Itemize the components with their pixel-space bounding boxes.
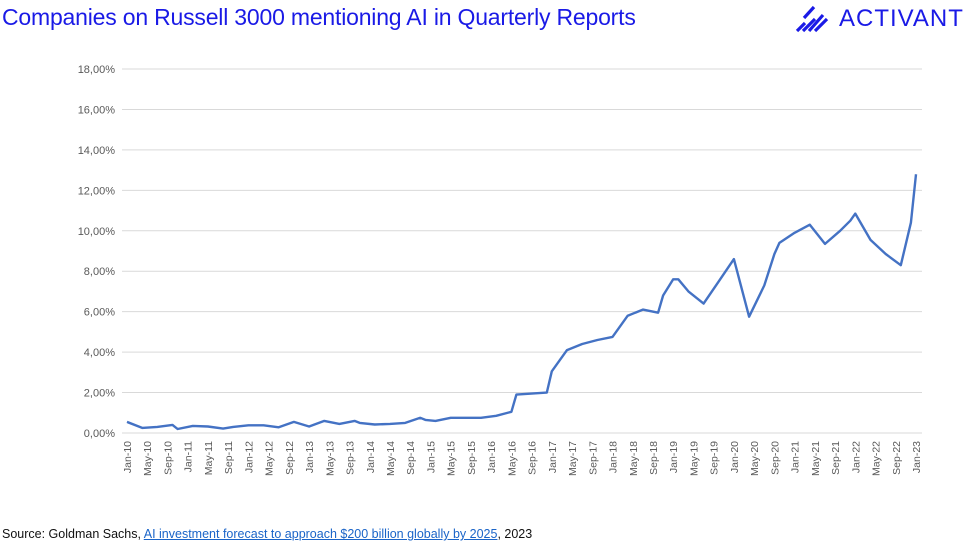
source-link[interactable]: AI investment forecast to approach $200 … — [143, 527, 498, 541]
x-tick-label: Sep-15 — [466, 441, 478, 475]
x-tick-label: May-12 — [264, 441, 276, 476]
source-prefix: Source: Goldman Sachs, — [2, 527, 144, 541]
x-tick-label: May-14 — [385, 441, 397, 476]
y-tick-label: 8,00% — [84, 266, 115, 278]
x-tick-label: May-11 — [203, 441, 215, 475]
chart-title: Companies on Russell 3000 mentioning AI … — [2, 4, 636, 30]
x-tick-label: Jan-10 — [122, 441, 134, 473]
x-tick-label: Sep-12 — [284, 441, 296, 475]
y-tick-label: 16,00% — [78, 104, 116, 116]
x-tick-label: May-16 — [506, 441, 518, 476]
x-tick-label: Jan-22 — [850, 441, 862, 473]
x-tick-label: Sep-17 — [587, 441, 599, 475]
y-tick-label: 2,00% — [84, 388, 115, 400]
x-tick-label: May-21 — [810, 441, 822, 476]
y-tick-label: 10,00% — [78, 226, 116, 238]
gridlines — [122, 68, 922, 434]
y-tick-label: 12,00% — [78, 185, 116, 197]
x-tick-label: Sep-11 — [223, 441, 235, 474]
x-tick-label: Jan-20 — [729, 441, 741, 473]
source-suffix: , 2023 — [497, 527, 533, 541]
x-tick-label: May-15 — [446, 441, 458, 476]
x-tick-label: Sep-10 — [162, 441, 174, 475]
x-tick-label: May-22 — [871, 441, 883, 476]
x-tick-label: Sep-21 — [830, 441, 842, 475]
x-tick-label: Jan-17 — [547, 441, 559, 473]
logo-text: ACTIVANT — [839, 5, 964, 32]
x-tick-label: Sep-18 — [648, 441, 660, 475]
x-tick-label: Sep-20 — [769, 441, 781, 475]
x-tick-label: Sep-19 — [709, 441, 721, 475]
series-group — [126, 174, 918, 431]
x-tick-label: May-17 — [567, 441, 579, 476]
x-axis: Jan-10 May-10 Sep-10 Jan-11 May-11 Sep-11 Jan-… — [122, 441, 923, 476]
x-tick-label: Jan-19 — [668, 441, 680, 473]
x-tick-label: Sep-13 — [345, 441, 357, 475]
x-tick-label: Sep-14 — [405, 441, 417, 475]
x-tick-label: May-13 — [324, 441, 336, 476]
x-tick-label: Jan-15 — [425, 441, 437, 473]
x-tick-label: May-19 — [688, 441, 700, 476]
activant-logo: ACTIVANT — [795, 4, 964, 34]
x-tick-label: Jan-18 — [608, 441, 620, 473]
x-tick-label: May-10 — [142, 441, 154, 476]
x-tick-label: May-20 — [749, 441, 761, 476]
x-tick-label: May-18 — [628, 441, 640, 476]
x-tick-label: Sep-22 — [891, 441, 903, 475]
x-tick-label: Jan-16 — [486, 441, 498, 473]
series-line — [126, 174, 918, 431]
y-axis: 0,00% 2,00% 4,00% 6,00% 8,00% 10,00% 12,00% 14,… — [78, 64, 116, 440]
x-tick-label: Jan-13 — [304, 441, 316, 473]
x-tick-label: Sep-16 — [527, 441, 539, 475]
x-tick-label: Jan-23 — [911, 441, 923, 473]
x-tick-label: Jan-12 — [243, 441, 255, 473]
y-tick-label: 18,00% — [78, 64, 116, 76]
y-tick-label: 6,00% — [84, 307, 115, 319]
line-chart: 0,00% 2,00% 4,00% 6,00% 8,00% 10,00% 12,00% 14,… — [78, 64, 923, 476]
y-tick-label: 14,00% — [78, 145, 116, 157]
y-tick-label: 4,00% — [84, 347, 115, 359]
activant-stripes-icon — [795, 5, 829, 33]
x-tick-label: Jan-14 — [365, 441, 377, 473]
y-tick-label: 0,00% — [84, 428, 115, 440]
x-tick-label: Jan-11 — [183, 441, 195, 472]
x-tick-label: Jan-21 — [790, 441, 802, 473]
source-note: Source: Goldman Sachs, AI investment for… — [2, 527, 532, 541]
